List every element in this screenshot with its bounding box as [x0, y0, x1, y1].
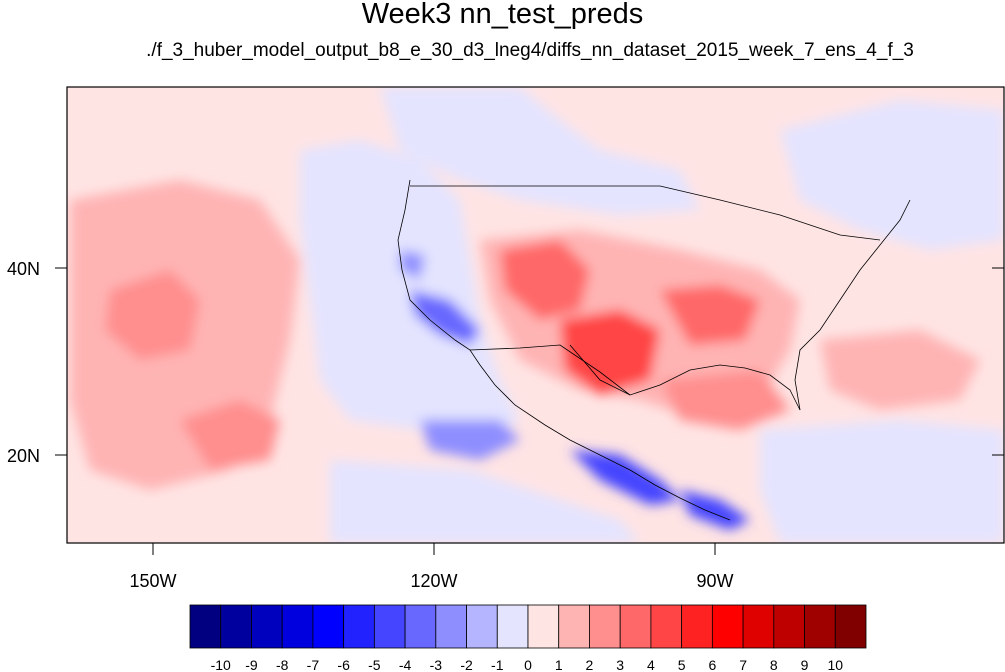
colorbar-box	[189, 604, 222, 649]
red-region-mississippi	[660, 285, 760, 345]
colorbar-box	[343, 604, 375, 649]
colorbar-tick-label: -6	[337, 657, 350, 672]
us-canada-border	[410, 185, 881, 241]
lon-label-150w: 150W	[129, 571, 176, 591]
colorbar-tick-label: -9	[245, 657, 258, 672]
colorbar-box	[312, 604, 345, 649]
map-subtitle: ./f_3_huber_model_output_b8_e_30_d3_lneg…	[146, 40, 914, 61]
lat-label-40n: 40N	[7, 259, 40, 279]
colorbar-box	[496, 604, 529, 649]
blue-region-gulf-california	[420, 420, 520, 460]
coastline-east	[794, 199, 911, 411]
red-region-core-pacific	[105, 270, 200, 360]
colorbar-tick-label: 9	[801, 657, 809, 672]
colorbar-box	[619, 604, 652, 649]
colorbar-tick-label: 1	[555, 657, 563, 672]
colorbar-tick-label: 5	[678, 657, 686, 672]
colorbar-tick-label: 0	[524, 657, 532, 672]
coastlines	[397, 179, 911, 521]
red-region-texas	[560, 310, 660, 395]
colorbar-tick-label: -4	[399, 657, 412, 672]
colorbar-tick-label: 7	[739, 657, 747, 672]
colorbar-tick-label: -2	[460, 657, 473, 672]
map-title: Week3 nn_test_preds	[361, 0, 644, 30]
red-region-gulf	[660, 370, 790, 430]
colorbar-box	[804, 604, 836, 649]
colorbar-box	[742, 604, 775, 649]
colorbar-tick-label: 4	[647, 657, 655, 672]
anomaly-field	[67, 87, 1004, 543]
colorbar-labels: -10 -9 -8 -7 -6 -5 -4 -3 -2 -1 0 1 2 3 4 5 6 7 8 9 10	[211, 657, 844, 672]
red-region-hawaii	[180, 400, 280, 470]
red-region-southwest	[500, 240, 590, 320]
blue-region-northwest	[380, 87, 700, 215]
colorbar-box	[650, 604, 683, 649]
colorbar-tick-label: -1	[491, 657, 504, 672]
colorbar-tick-label: -3	[430, 657, 443, 672]
map-frame	[66, 86, 1005, 544]
colorbar-tick-label: -7	[307, 657, 320, 672]
colorbar-box	[773, 604, 805, 649]
colorbar-box	[251, 604, 283, 649]
lon-label-90w: 90W	[696, 571, 733, 591]
colorbar-tick-label: -5	[368, 657, 381, 672]
axis-ticks	[55, 267, 1004, 555]
colorbar-tick-label: 2	[586, 657, 594, 672]
colorbar-box	[527, 604, 560, 649]
blue-region-california	[410, 290, 480, 345]
colorbar-box	[834, 604, 867, 649]
blue-region-nevada	[400, 250, 425, 280]
colorbar-tick-label: -8	[276, 657, 289, 672]
colorbar-box	[435, 604, 467, 649]
lat-label-20n: 20N	[7, 446, 40, 466]
colorbar-box	[681, 604, 713, 649]
colorbar-tick-label: 8	[770, 657, 778, 672]
colorbar	[189, 604, 867, 649]
blue-region-caribbean	[760, 420, 1004, 543]
colorbar-box	[589, 604, 621, 649]
colorbar-tick-label: 10	[827, 657, 843, 672]
colorbar-tick-label: -10	[211, 657, 231, 672]
colorbar-box	[220, 604, 252, 649]
blue-region-central-america	[680, 490, 750, 530]
colorbar-box	[281, 604, 314, 649]
blue-region-atlantic	[780, 100, 1004, 250]
colorbar-box	[404, 604, 437, 649]
blue-region-mexico-pacific	[570, 450, 680, 505]
coastline-west	[397, 179, 731, 521]
us-mexico-border	[469, 344, 631, 396]
colorbar-tick-label: 3	[616, 657, 624, 672]
colorbar-box	[558, 604, 590, 649]
colorbar-box	[373, 604, 406, 649]
colorbar-tick-label: 6	[708, 657, 716, 672]
blue-region-south-pacific	[330, 460, 640, 543]
red-region-atlantic-coast	[820, 330, 980, 410]
colorbar-box	[711, 604, 744, 649]
colorbar-box	[466, 604, 498, 649]
lon-label-120w: 120W	[410, 571, 457, 591]
coastline-gulf	[569, 344, 801, 411]
